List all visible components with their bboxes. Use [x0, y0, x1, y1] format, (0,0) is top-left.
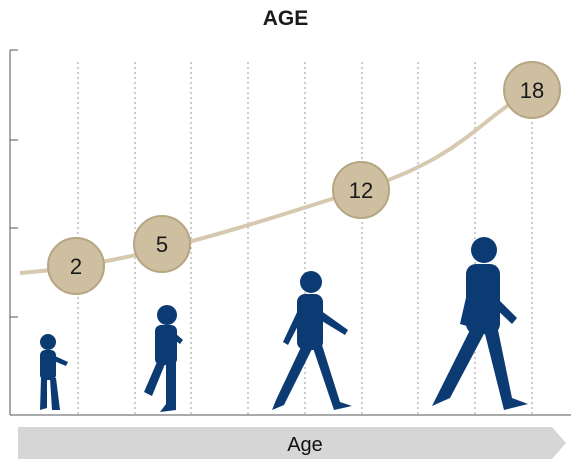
age-marker-label: 2: [70, 254, 82, 279]
diagram-title: AGE: [262, 7, 309, 30]
age-marker-label: 18: [520, 78, 544, 103]
age-marker-5: 5: [133, 215, 191, 273]
preteen-silhouette: [272, 271, 352, 410]
child-silhouette: [144, 305, 183, 412]
age-markers: 2 5 12 18: [47, 61, 561, 295]
toddler-silhouette: [40, 334, 68, 410]
figures: [40, 237, 528, 412]
age-marker-2: 2: [47, 237, 105, 295]
age-axis-label: Age: [287, 434, 323, 456]
age-marker-label: 5: [156, 232, 168, 257]
age-marker-18: 18: [503, 61, 561, 119]
left-axis: [9, 49, 571, 416]
growth-curve: [19, 88, 536, 275]
age-marker-label: 12: [349, 178, 373, 203]
age-arrow: Age: [18, 427, 566, 459]
age-marker-12: 12: [332, 161, 390, 219]
teen-silhouette: [432, 237, 528, 410]
